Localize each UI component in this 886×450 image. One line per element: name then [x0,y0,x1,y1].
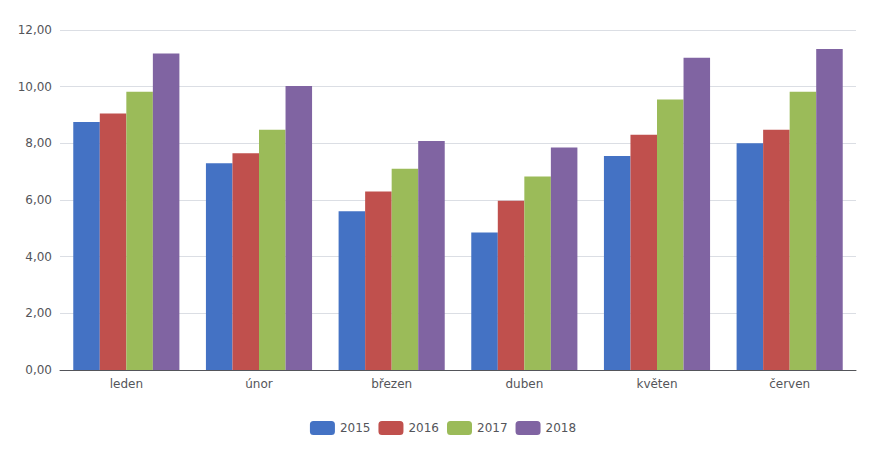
svg-text:4,00: 4,00 [25,250,52,264]
svg-text:červen: červen [769,377,810,391]
svg-text:10,00: 10,00 [18,80,52,94]
svg-text:12,00: 12,00 [18,23,52,37]
svg-text:6,00: 6,00 [25,193,52,207]
svg-text:2015: 2015 [340,421,371,435]
svg-text:2,00: 2,00 [25,306,52,320]
svg-text:leden: leden [110,377,143,391]
svg-text:duben: duben [505,377,543,391]
svg-text:2018: 2018 [546,421,577,435]
svg-text:únor: únor [245,377,273,391]
svg-text:2017: 2017 [477,421,508,435]
svg-text:8,00: 8,00 [25,136,52,150]
svg-text:2016: 2016 [408,421,439,435]
svg-text:0,00: 0,00 [25,363,52,377]
svg-text:květen: květen [636,377,677,391]
svg-text:březen: březen [371,377,412,391]
